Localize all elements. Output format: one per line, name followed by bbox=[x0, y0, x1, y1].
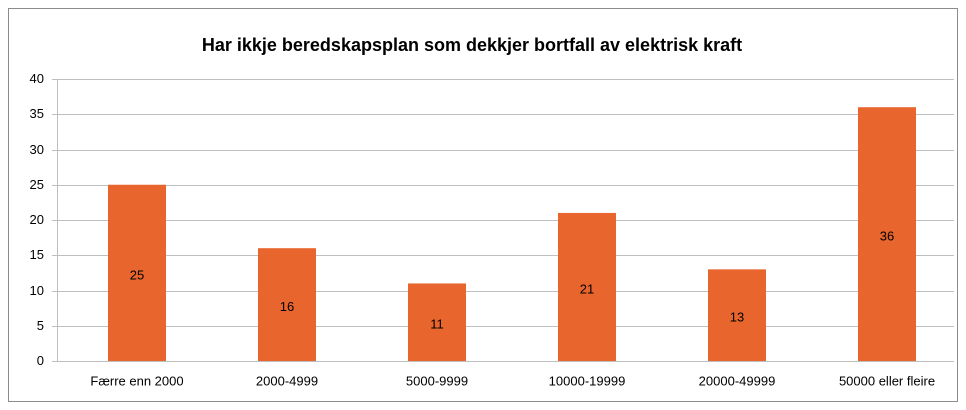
bar bbox=[858, 107, 916, 361]
y-tick-label: 40 bbox=[30, 71, 44, 86]
bar bbox=[558, 212, 616, 361]
y-tick-label: 10 bbox=[30, 283, 44, 298]
x-tick-label: 20000-49999 bbox=[699, 373, 776, 388]
y-tick-label: 15 bbox=[30, 247, 44, 262]
x-tick-label: Færre enn 2000 bbox=[90, 373, 183, 388]
chart-title: Har ikkje beredskapsplan som dekkjer bor… bbox=[202, 35, 742, 55]
y-tick-label: 0 bbox=[37, 353, 44, 368]
chart-border bbox=[8, 8, 958, 402]
bar bbox=[408, 283, 466, 361]
x-tick-label: 50000 eller fleire bbox=[839, 373, 935, 388]
x-tick-label: 5000-9999 bbox=[406, 373, 468, 388]
bar bbox=[258, 248, 316, 361]
bar bbox=[708, 269, 766, 361]
y-tick-label: 30 bbox=[30, 142, 44, 157]
data-label: 36 bbox=[880, 229, 894, 244]
y-tick-label: 35 bbox=[30, 106, 44, 121]
data-label: 11 bbox=[430, 317, 444, 332]
x-tick-label: 2000-4999 bbox=[256, 373, 318, 388]
x-tick-label: 10000-19999 bbox=[549, 373, 626, 388]
y-tick-label: 5 bbox=[37, 318, 44, 333]
bar bbox=[108, 184, 166, 361]
data-label: 25 bbox=[130, 267, 144, 282]
y-tick-label: 20 bbox=[30, 212, 44, 227]
data-label: 13 bbox=[730, 310, 744, 325]
data-label: 16 bbox=[280, 299, 294, 314]
data-label: 21 bbox=[580, 281, 594, 296]
y-tick-label: 25 bbox=[30, 177, 44, 192]
